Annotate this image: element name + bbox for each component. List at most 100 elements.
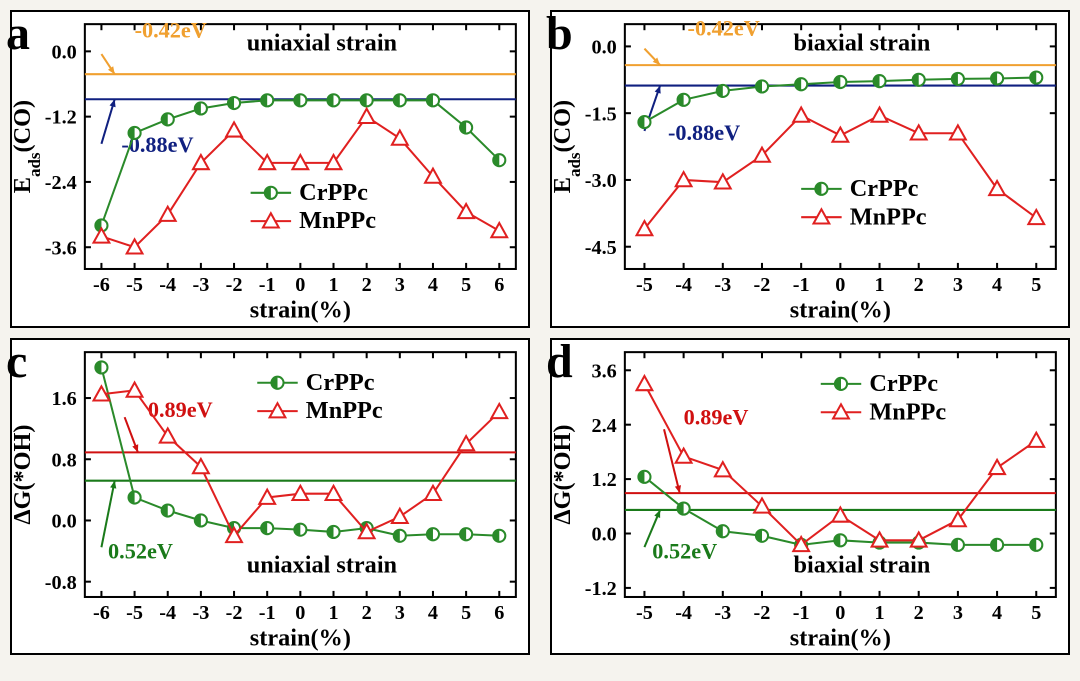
svg-text:uniaxial strain: uniaxial strain (247, 551, 398, 578)
svg-text:3: 3 (953, 602, 963, 624)
svg-text:-3: -3 (192, 274, 209, 296)
svg-text:-3: -3 (714, 602, 731, 624)
svg-text:-1: -1 (793, 602, 810, 624)
svg-text:-1: -1 (793, 274, 810, 296)
svg-text:0.52eV: 0.52eV (108, 538, 173, 563)
panel-d: d -5-4-3-2-1012345-1.20.01.22.43.6strain… (550, 338, 1070, 656)
svg-text:strain(%): strain(%) (250, 297, 351, 324)
svg-text:-4: -4 (159, 602, 176, 624)
svg-text:2: 2 (914, 602, 924, 624)
svg-text:2: 2 (914, 274, 924, 296)
svg-text:4: 4 (992, 274, 1002, 296)
svg-text:4: 4 (992, 602, 1002, 624)
svg-text:-0.88eV: -0.88eV (668, 120, 740, 145)
svg-text:1: 1 (328, 274, 338, 296)
svg-text:-4: -4 (675, 274, 692, 296)
panel-a: a -6-5-4-3-2-10123456-3.6-2.4-1.20.0stra… (10, 10, 530, 328)
svg-text:1: 1 (328, 602, 338, 624)
panel-letter-a: a (6, 6, 30, 61)
svg-text:4: 4 (428, 274, 438, 296)
svg-text:strain(%): strain(%) (250, 624, 351, 651)
svg-text:CrPPc: CrPPc (869, 370, 938, 397)
svg-text:-0.42eV: -0.42eV (135, 18, 207, 43)
panel-letter-c: c (6, 334, 27, 389)
svg-text:-5: -5 (636, 274, 653, 296)
svg-text:3: 3 (953, 274, 963, 296)
svg-text:MnPPc: MnPPc (850, 203, 927, 230)
svg-text:-1.2: -1.2 (45, 107, 77, 129)
svg-text:-3: -3 (714, 274, 731, 296)
svg-text:ΔG(*OH): ΔG(*OH) (552, 424, 576, 524)
svg-text:4: 4 (428, 602, 438, 624)
svg-text:-2: -2 (754, 274, 771, 296)
svg-text:0.0: 0.0 (591, 523, 616, 545)
svg-text:biaxial strain: biaxial strain (793, 551, 930, 578)
svg-text:2: 2 (362, 274, 372, 296)
svg-text:1: 1 (874, 274, 884, 296)
svg-text:MnPPc: MnPPc (306, 397, 383, 424)
svg-text:-6: -6 (93, 274, 110, 296)
svg-text:-1: -1 (259, 274, 276, 296)
svg-text:MnPPc: MnPPc (299, 207, 376, 234)
svg-text:0: 0 (835, 602, 845, 624)
svg-text:CrPPc: CrPPc (306, 368, 375, 395)
svg-text:ΔG(*OH): ΔG(*OH) (12, 424, 36, 524)
svg-text:-5: -5 (126, 274, 143, 296)
svg-text:-1.2: -1.2 (585, 578, 617, 600)
svg-text:2.4: 2.4 (591, 414, 616, 436)
svg-text:uniaxial strain: uniaxial strain (247, 29, 398, 56)
svg-text:0.0: 0.0 (51, 510, 76, 532)
panel-letter-d: d (546, 334, 573, 389)
svg-text:6: 6 (494, 274, 504, 296)
svg-text:-5: -5 (636, 602, 653, 624)
svg-text:CrPPc: CrPPc (850, 175, 919, 202)
svg-text:6: 6 (494, 602, 504, 624)
svg-text:MnPPc: MnPPc (869, 398, 946, 425)
svg-text:1.6: 1.6 (51, 388, 76, 410)
svg-text:1.2: 1.2 (591, 469, 616, 491)
svg-text:0.0: 0.0 (51, 41, 76, 63)
chart-grid: a -6-5-4-3-2-10123456-3.6-2.4-1.20.0stra… (10, 10, 1070, 655)
svg-text:-4.5: -4.5 (585, 237, 617, 259)
svg-text:0.0: 0.0 (591, 36, 616, 58)
svg-text:Eads(CO): Eads(CO) (12, 100, 44, 193)
svg-text:0: 0 (295, 602, 305, 624)
panel-b: b -5-4-3-2-1012345-4.5-3.0-1.50.0strain(… (550, 10, 1070, 328)
svg-text:-4: -4 (159, 274, 176, 296)
svg-text:-2.4: -2.4 (45, 172, 77, 194)
svg-text:3.6: 3.6 (591, 360, 616, 382)
panel-letter-b: b (546, 6, 573, 61)
svg-text:-5: -5 (126, 602, 143, 624)
svg-text:0.8: 0.8 (51, 449, 76, 471)
svg-text:strain(%): strain(%) (790, 624, 891, 651)
svg-text:0.89eV: 0.89eV (148, 397, 213, 422)
svg-text:-2: -2 (754, 602, 771, 624)
svg-text:-6: -6 (93, 602, 110, 624)
svg-text:-3.6: -3.6 (45, 237, 77, 259)
svg-text:-3: -3 (192, 602, 209, 624)
svg-text:0: 0 (835, 274, 845, 296)
svg-text:0.52eV: 0.52eV (652, 538, 717, 563)
svg-text:0: 0 (295, 274, 305, 296)
svg-text:-0.8: -0.8 (45, 571, 77, 593)
svg-text:1: 1 (874, 602, 884, 624)
svg-text:0.89eV: 0.89eV (684, 404, 749, 429)
svg-text:strain(%): strain(%) (790, 297, 891, 324)
svg-text:2: 2 (362, 602, 372, 624)
svg-text:Eads(CO): Eads(CO) (552, 100, 584, 193)
svg-text:5: 5 (1031, 274, 1041, 296)
svg-text:CrPPc: CrPPc (299, 179, 368, 206)
svg-text:biaxial strain: biaxial strain (793, 29, 930, 56)
svg-text:3: 3 (395, 274, 405, 296)
svg-text:-1.5: -1.5 (585, 103, 617, 125)
svg-text:-4: -4 (675, 602, 692, 624)
svg-text:-2: -2 (226, 602, 243, 624)
svg-text:5: 5 (461, 274, 471, 296)
svg-text:5: 5 (1031, 602, 1041, 624)
svg-text:-2: -2 (226, 274, 243, 296)
svg-text:3: 3 (395, 602, 405, 624)
svg-text:5: 5 (461, 602, 471, 624)
panel-c: c -6-5-4-3-2-10123456-0.80.00.81.6strain… (10, 338, 530, 656)
svg-text:-1: -1 (259, 602, 276, 624)
svg-text:-3.0: -3.0 (585, 170, 617, 192)
